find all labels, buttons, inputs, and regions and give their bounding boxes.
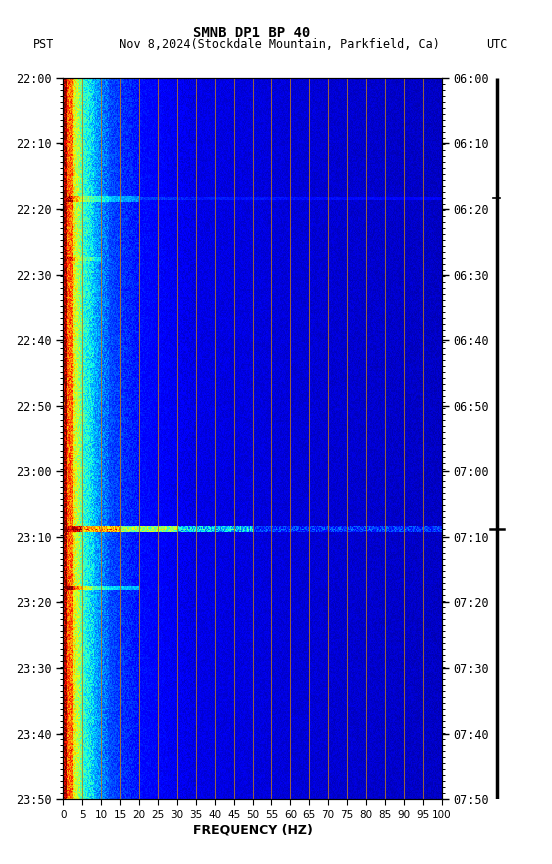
Text: SMNB DP1 BP 40: SMNB DP1 BP 40 bbox=[193, 26, 310, 40]
Text: UTC: UTC bbox=[486, 38, 507, 51]
Text: PST: PST bbox=[33, 38, 55, 51]
Text: Nov 8,2024(Stockdale Mountain, Parkfield, Ca): Nov 8,2024(Stockdale Mountain, Parkfield… bbox=[105, 38, 440, 51]
X-axis label: FREQUENCY (HZ): FREQUENCY (HZ) bbox=[193, 823, 312, 836]
